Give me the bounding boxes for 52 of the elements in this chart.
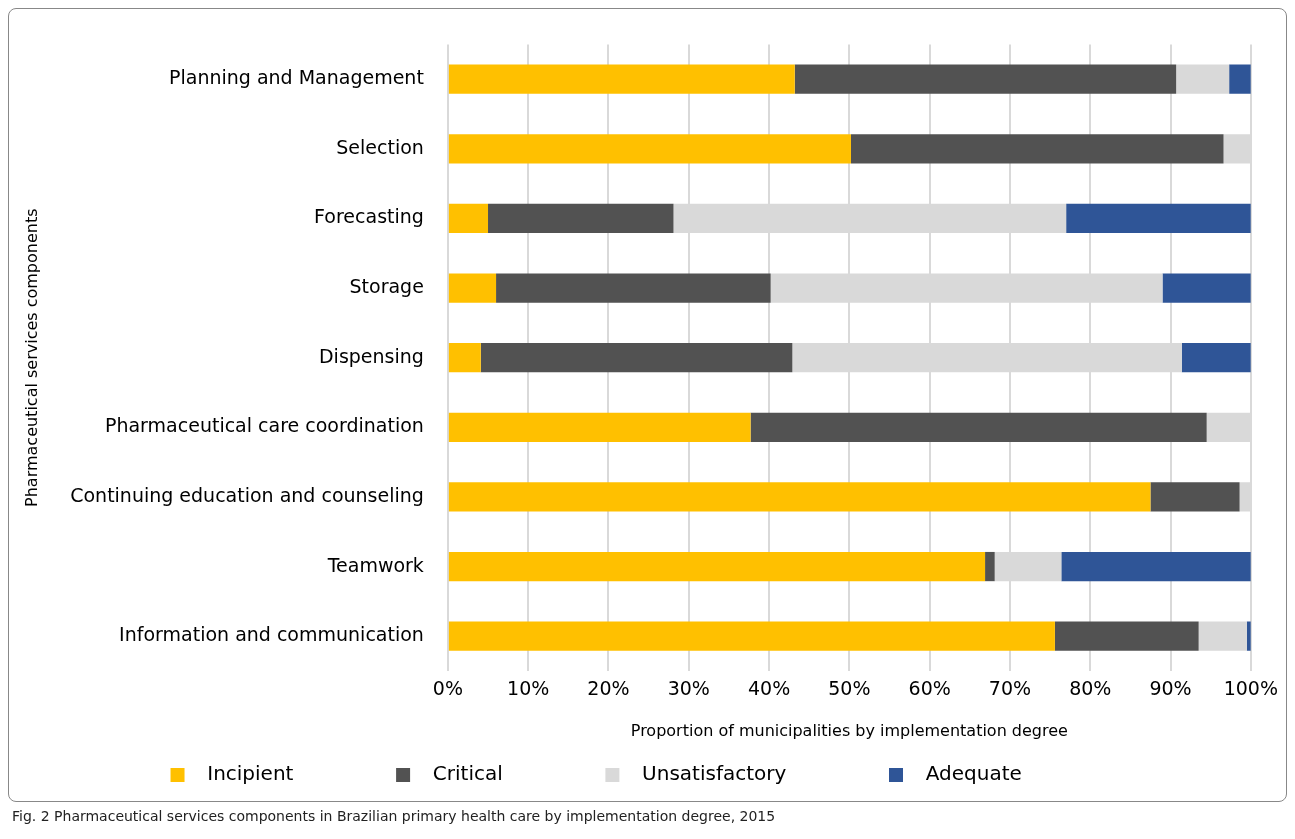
bar <box>1162 273 1251 303</box>
y-tick-label: Information and communication <box>119 623 424 646</box>
bar <box>1229 64 1251 94</box>
caption: Fig. 2 Pharmaceutical services components in Brazilian primary health care by implementation degree, 2015 <box>12 808 776 824</box>
bar <box>985 551 995 582</box>
bar <box>448 134 851 164</box>
x-tick-label: 20% <box>587 677 630 700</box>
bar <box>448 412 751 442</box>
bar <box>448 343 481 373</box>
bar <box>448 551 986 582</box>
x-tick-label: 80% <box>1069 677 1112 700</box>
legend-label: Adequate <box>913 761 1105 786</box>
legend-label: Incipient <box>194 761 377 786</box>
y-tick-label: Continuing education and counseling <box>70 483 424 506</box>
x-tick-label: 30% <box>667 677 710 700</box>
y-tick-label: Dispensing <box>318 344 424 367</box>
bar <box>850 134 1224 164</box>
legend-label: Critical <box>420 761 586 786</box>
bar <box>480 343 793 373</box>
y-tick-label: Planning and Management <box>169 66 424 89</box>
x-tick-label: 90% <box>1149 677 1192 700</box>
x-tick-label: 60% <box>908 677 951 700</box>
bar <box>750 412 1207 442</box>
bar <box>448 64 795 94</box>
x-tick-label: 100% <box>1223 677 1278 700</box>
bar <box>794 64 1177 94</box>
bar <box>488 203 674 234</box>
y-tick-label: Forecasting <box>314 205 424 228</box>
bar <box>1198 621 1247 651</box>
legend-label: Unsatisfactory <box>629 761 870 786</box>
y-tick-label: Selection <box>336 135 424 158</box>
y-tick-label: Storage <box>349 275 424 298</box>
bar <box>496 273 771 303</box>
y-axis-title: Pharmaceutical services components <box>21 208 41 507</box>
bar <box>1061 551 1251 582</box>
x-tick-label: 70% <box>988 677 1032 700</box>
x-tick-label: 0% <box>432 677 463 700</box>
x-axis-title: Proportion of municipalities by implementation degree <box>630 720 1068 740</box>
bar <box>1176 64 1230 94</box>
bar <box>1066 203 1251 234</box>
x-tick-label: 50% <box>828 677 871 700</box>
bar <box>1054 621 1199 651</box>
bar <box>448 203 489 234</box>
bar <box>448 482 1151 512</box>
bar <box>448 621 1055 651</box>
y-tick-label: Teamwork <box>326 553 424 576</box>
y-tick-label: Pharmaceutical care coordination <box>104 414 424 437</box>
x-tick-label: 40% <box>747 677 791 700</box>
bar <box>1150 482 1240 512</box>
bar <box>448 273 497 303</box>
bar <box>1181 343 1251 373</box>
x-tick-label: 10% <box>507 677 550 700</box>
